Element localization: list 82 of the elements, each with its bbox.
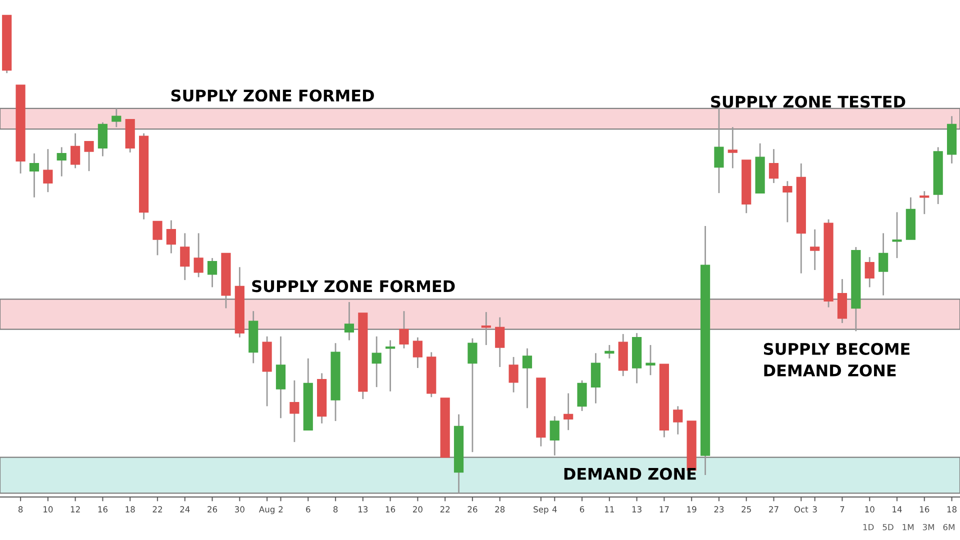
candlestick — [84, 140, 94, 172]
candlestick — [564, 392, 574, 431]
x-tick-label: 16 — [386, 506, 396, 512]
candlestick — [768, 148, 779, 184]
candlestick — [920, 190, 930, 215]
candlestick — [495, 316, 505, 368]
x-tick-label: 20 — [413, 506, 422, 512]
x-tick-label: 13 — [358, 506, 368, 512]
annotation: SUPPLY ZONE TESTED — [711, 96, 906, 108]
candlestick — [864, 256, 874, 288]
x-tick-label: 26 — [208, 506, 218, 512]
band-label: DEMAND ZONE — [564, 468, 696, 480]
x-tick-label: 18 — [947, 506, 957, 512]
x-tick-label: 6 — [580, 506, 584, 512]
candlestick — [522, 348, 532, 409]
candlestick — [70, 132, 80, 169]
x-tick-label: 2 — [278, 506, 283, 512]
x-tick-label: 19 — [687, 506, 696, 512]
x-tick-label: 10 — [44, 506, 53, 512]
x-tick-label: 22 — [440, 506, 450, 512]
candlestick — [56, 146, 66, 178]
annotation: SUPPLY BECOME DEMAND ZONE — [764, 342, 910, 377]
text: 1D 5D 1M 3M 6M — [863, 524, 954, 530]
band-label: SUPPLY ZONE FORMED — [252, 280, 455, 292]
x-tick-label: 24 — [180, 506, 190, 512]
x-tick-label: 3 — [812, 506, 817, 512]
x-tick-label: Oct — [794, 506, 808, 512]
x-tick-label: 30 — [234, 506, 244, 512]
x-tick-label: 4 — [552, 506, 557, 512]
x-tick-label: 7 — [840, 506, 844, 512]
candlestick — [728, 126, 738, 169]
candlestick — [590, 352, 601, 404]
candlestick — [372, 336, 382, 388]
candlestick — [782, 180, 792, 223]
band-label: SUPPLY ZONE FORMED — [171, 89, 374, 102]
x-tick-label: 17 — [660, 506, 669, 512]
candlestick — [604, 344, 614, 360]
candlestick — [290, 380, 300, 443]
candlestick — [810, 228, 820, 271]
candlestick — [646, 344, 656, 376]
x-tick-label: 16 — [920, 506, 930, 512]
x-tick-label: 6 — [306, 506, 310, 512]
x-tick-label: 13 — [632, 506, 642, 512]
x-tick-label: 16 — [98, 506, 108, 512]
x-tick-label: 14 — [892, 506, 902, 512]
candlestick — [112, 108, 122, 128]
candlestick — [577, 380, 587, 412]
candlestick — [276, 336, 286, 419]
x-tick-label: 18 — [126, 506, 135, 512]
candlestick — [714, 106, 724, 194]
candlestick — [29, 152, 40, 198]
x-tick-label: 23 — [714, 506, 724, 512]
candlestick — [344, 301, 354, 341]
x-tick-label: 22 — [152, 506, 162, 512]
candlestick — [207, 257, 218, 288]
candlestick — [180, 232, 190, 281]
x-tick-label: 28 — [495, 506, 505, 512]
x-tick-label: 10 — [865, 506, 874, 512]
x-tick-label: 25 — [742, 506, 751, 512]
x-tick-label: 8 — [18, 506, 23, 512]
candlestick — [892, 211, 902, 259]
x-tick-label: 27 — [769, 506, 778, 512]
candlestick — [98, 122, 108, 157]
candlestick — [194, 232, 204, 278]
candlestick — [481, 311, 491, 346]
x-tick-label: 8 — [333, 506, 338, 512]
candlestick — [412, 336, 422, 369]
x-tick-label: Sep — [534, 506, 548, 514]
candlestick — [385, 340, 396, 392]
candlestick — [508, 356, 518, 394]
x-tick-label: 26 — [468, 506, 478, 512]
x-tick-label: 12 — [70, 506, 80, 512]
candlestick — [878, 232, 888, 296]
candlestick — [399, 310, 409, 350]
x-tick-label: Aug — [258, 506, 274, 514]
candlestick — [673, 406, 683, 436]
candlestick — [43, 148, 53, 193]
candlestick — [468, 338, 478, 453]
candlestick — [166, 220, 176, 254]
candlestick — [152, 220, 162, 256]
x-tick-label: 11 — [605, 506, 614, 512]
candlestick — [550, 416, 560, 456]
